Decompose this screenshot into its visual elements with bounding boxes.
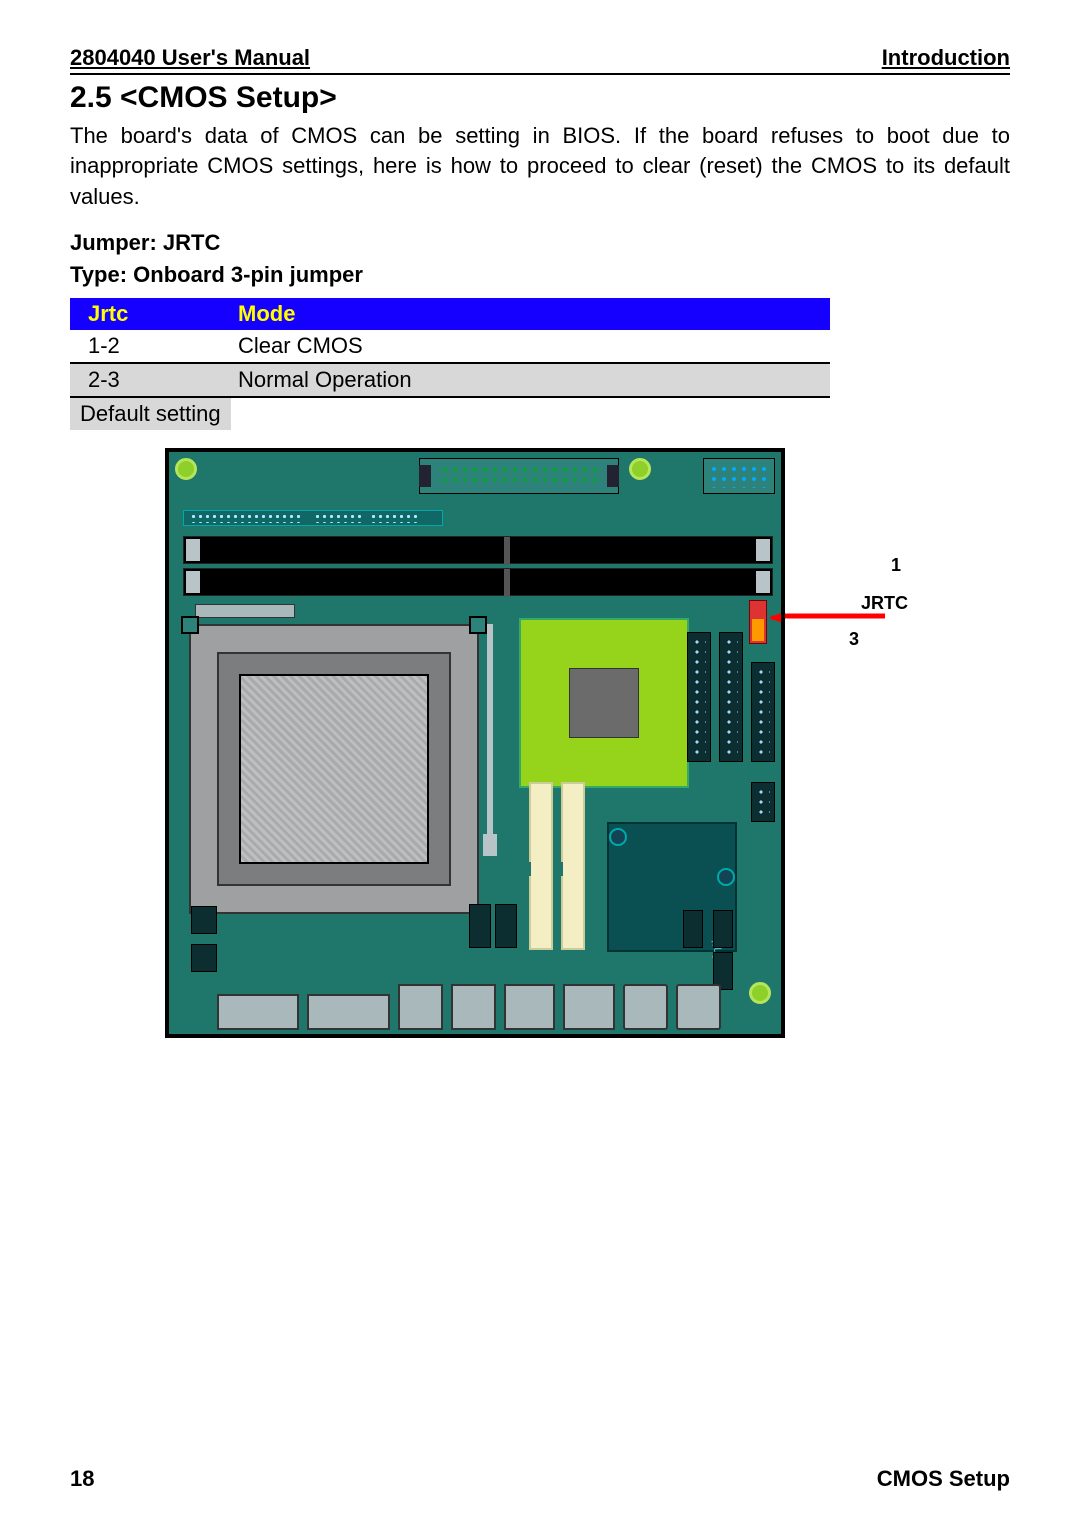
page-number: 18: [70, 1466, 94, 1492]
cell-jrtc: 2-3: [88, 367, 238, 393]
section-title: 2.5 <CMOS Setup>: [70, 81, 1010, 115]
table-row: 1-2 Clear CMOS: [70, 330, 830, 362]
page-header: 2804040 User's Manual Introduction: [70, 45, 1010, 75]
board-diagram-area: Intl 1 JRTC 3: [165, 448, 1010, 1038]
table-header-row: Jrtc Mode: [70, 298, 830, 330]
motherboard-diagram: Intl: [165, 448, 785, 1038]
header-left: 2804040 User's Manual: [70, 45, 310, 71]
cell-mode: Clear CMOS: [238, 333, 830, 359]
jrtc-jumper-icon: [749, 600, 767, 644]
table-header-mode: Mode: [238, 301, 830, 327]
header-right: Introduction: [882, 45, 1010, 71]
jrtc-callout-labels: 1 JRTC 3: [803, 448, 908, 648]
arrow-extension: [785, 448, 895, 668]
jumper-label: Jumper: JRTC: [70, 230, 1010, 256]
section-body: The board's data of CMOS can be setting …: [70, 121, 1010, 212]
table-row: 2-3 Normal Operation: [70, 362, 830, 398]
jumper-table: Jrtc Mode 1-2 Clear CMOS 2-3 Normal Oper…: [70, 298, 830, 398]
footer-title: CMOS Setup: [877, 1466, 1010, 1492]
page-footer: 18 CMOS Setup: [70, 1466, 1010, 1492]
jumper-type: Type: Onboard 3-pin jumper: [70, 262, 1010, 288]
table-header-jrtc: Jrtc: [88, 301, 238, 327]
default-setting-note: Default setting: [70, 398, 231, 430]
cell-jrtc: 1-2: [88, 333, 238, 359]
cell-mode: Normal Operation: [238, 367, 830, 393]
